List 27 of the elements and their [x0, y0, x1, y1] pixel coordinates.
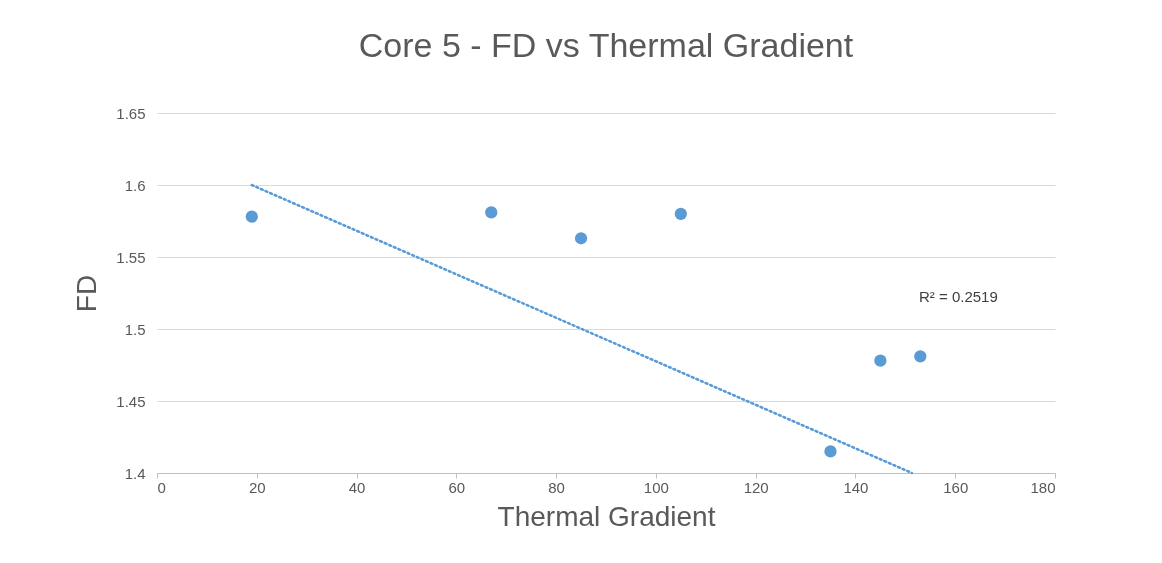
y-tick-label: 1.4	[124, 464, 146, 482]
x-tick-label: 100	[643, 478, 669, 496]
x-tick-label: 180	[1030, 478, 1056, 496]
annotation: R² = 0.2519	[919, 288, 998, 305]
x-tick-label: 0	[157, 478, 166, 496]
y-axis-title: FD	[71, 274, 103, 313]
point	[914, 350, 927, 363]
x-tick-label: 40	[348, 478, 366, 496]
point	[874, 354, 887, 367]
point	[574, 232, 588, 245]
y-tick-label: 1.5	[124, 320, 146, 338]
x-axis-title: Thermal Gradient	[497, 500, 716, 532]
x-tick-label: 140	[843, 478, 869, 496]
y-tick-label: 1.45	[116, 392, 146, 410]
y-tick-label: 1.6	[124, 176, 146, 194]
y-tick-label: 1.55	[116, 248, 146, 266]
point	[245, 210, 258, 223]
y-tick-label: 1.65	[116, 104, 146, 122]
point	[824, 445, 837, 458]
x-tick-label: 120	[743, 478, 769, 496]
point	[485, 206, 498, 219]
point	[674, 207, 687, 220]
chart-title: Core 5 - FD vs Thermal Gradient	[358, 26, 854, 64]
x-tick-label: 20	[248, 478, 266, 496]
x-tick-label: 80	[548, 478, 565, 496]
x-tick-label: 60	[448, 478, 466, 496]
x-tick-label: 160	[943, 478, 969, 496]
